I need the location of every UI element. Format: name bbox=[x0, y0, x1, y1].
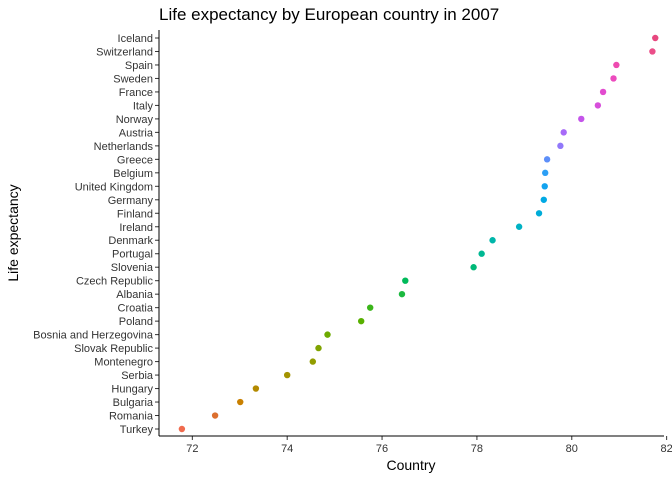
y-tick-label: Iceland bbox=[118, 33, 153, 45]
x-tick-label: 72 bbox=[186, 443, 198, 455]
y-tick-label: Bulgaria bbox=[113, 397, 154, 409]
data-point bbox=[594, 102, 602, 109]
data-points bbox=[178, 34, 659, 433]
y-tick-label: Bosnia and Herzegovina bbox=[33, 330, 154, 342]
y-tick-label: Denmark bbox=[108, 235, 153, 247]
data-point bbox=[178, 425, 186, 433]
data-point bbox=[211, 412, 219, 419]
x-tick-label: 74 bbox=[281, 443, 293, 455]
y-tick-label: Belgium bbox=[113, 168, 153, 180]
y-tick-label: Switzerland bbox=[96, 46, 153, 58]
y-tick-label: France bbox=[119, 87, 153, 99]
y-tick-label: Netherlands bbox=[94, 141, 154, 153]
y-tick-label: Austria bbox=[119, 127, 154, 139]
y-tick-label: Portugal bbox=[112, 249, 153, 261]
y-tick-label: Czech Republic bbox=[76, 276, 154, 288]
data-point bbox=[613, 61, 620, 69]
y-tick-label: Slovenia bbox=[111, 262, 154, 274]
y-tick-label: Norway bbox=[116, 114, 154, 126]
y-tick-label: Sweden bbox=[113, 73, 153, 85]
data-point bbox=[252, 385, 260, 392]
data-point bbox=[324, 331, 331, 338]
data-point bbox=[578, 115, 585, 123]
data-point bbox=[309, 358, 317, 365]
y-tick-label: Hungary bbox=[111, 384, 153, 396]
data-point bbox=[315, 344, 322, 352]
y-axis-title: Life expectancy bbox=[5, 184, 21, 281]
x-tick-label: 80 bbox=[566, 443, 578, 455]
y-tick-label: Poland bbox=[119, 316, 153, 328]
y-tick-label: Germany bbox=[108, 195, 154, 207]
data-point bbox=[557, 142, 564, 150]
data-point bbox=[542, 169, 549, 177]
data-point bbox=[560, 129, 567, 136]
data-point bbox=[402, 277, 409, 284]
data-point bbox=[489, 237, 496, 244]
y-tick-label: Spain bbox=[125, 60, 153, 72]
x-tick-label: 78 bbox=[471, 443, 483, 455]
data-point bbox=[478, 250, 485, 257]
data-point bbox=[515, 223, 523, 230]
x-axis-title: Country bbox=[386, 457, 435, 473]
y-tick-label: Ireland bbox=[119, 222, 153, 234]
x-axis-tick-labels: 72 74 76 78 80 82 bbox=[186, 436, 672, 455]
data-point bbox=[652, 34, 659, 42]
data-point bbox=[649, 48, 656, 55]
chart-title: Life expectancy by European country in 2… bbox=[159, 5, 499, 24]
data-point bbox=[535, 210, 543, 217]
data-point bbox=[541, 183, 548, 190]
y-tick-label: Turkey bbox=[120, 424, 154, 436]
y-tick-label: Romania bbox=[109, 411, 154, 423]
data-point bbox=[283, 371, 291, 379]
y-tick-label: United Kingdom bbox=[75, 181, 153, 193]
y-tick-label: Serbia bbox=[121, 370, 154, 382]
y-tick-label: Albania bbox=[116, 289, 154, 301]
y-tick-label: Finland bbox=[117, 208, 153, 220]
data-point bbox=[470, 264, 477, 271]
data-point bbox=[366, 304, 374, 311]
y-tick-label: Montenegro bbox=[94, 357, 153, 369]
y-tick-label: Greece bbox=[117, 154, 153, 166]
data-point bbox=[398, 290, 406, 298]
data-point bbox=[237, 398, 244, 406]
y-tick-label: Croatia bbox=[118, 303, 154, 315]
data-point bbox=[540, 196, 547, 203]
x-tick-label: 76 bbox=[376, 443, 388, 455]
data-point bbox=[610, 75, 617, 82]
x-tick-label: 82 bbox=[661, 443, 672, 455]
data-point bbox=[357, 317, 365, 325]
y-tick-label: Italy bbox=[133, 100, 154, 112]
data-point bbox=[599, 88, 607, 96]
y-tick-label: Slovak Republic bbox=[74, 343, 153, 355]
data-point bbox=[543, 156, 551, 163]
